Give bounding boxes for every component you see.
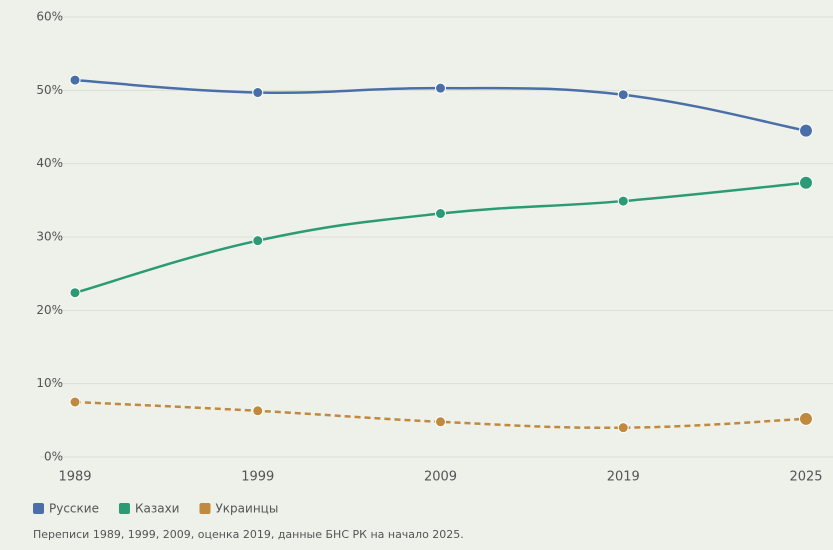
legend-swatch — [199, 503, 211, 514]
legend-label[interactable]: Русские — [49, 502, 99, 516]
data-point — [799, 411, 813, 426]
legend-swatch — [33, 503, 44, 514]
y-tick-label: 30% — [36, 230, 63, 244]
data-point — [69, 74, 81, 86]
x-tick-label: 2025 — [789, 470, 822, 485]
data-point — [69, 396, 81, 408]
legend-label[interactable]: Казахи — [135, 502, 180, 516]
data-point — [435, 416, 446, 428]
data-point — [252, 87, 264, 99]
data-point — [799, 123, 813, 138]
y-tick-label: 60% — [36, 10, 63, 24]
y-tick-label: 20% — [36, 303, 63, 317]
x-tick-label: 1989 — [58, 470, 91, 485]
data-point — [435, 82, 446, 94]
y-tick-label: 50% — [36, 83, 63, 97]
y-tick-label: 40% — [36, 156, 63, 170]
x-tick-label: 2009 — [424, 470, 457, 485]
y-tick-label: 10% — [36, 376, 63, 390]
data-point — [69, 287, 81, 299]
data-point — [617, 89, 629, 101]
series-line — [74, 400, 807, 429]
data-point — [617, 195, 629, 207]
data-point — [617, 422, 629, 434]
source-note: Переписи 1989, 1999, 2009, оценка 2019, … — [33, 528, 464, 541]
legend-label[interactable]: Украинцы — [215, 502, 278, 516]
y-tick-label: 0% — [44, 450, 63, 464]
x-tick-label: 1999 — [241, 470, 274, 485]
data-point — [252, 405, 264, 417]
data-point — [252, 235, 264, 247]
legend-swatch — [118, 503, 130, 514]
data-point — [799, 175, 813, 190]
data-point — [435, 208, 446, 220]
x-tick-label: 2019 — [607, 470, 640, 485]
